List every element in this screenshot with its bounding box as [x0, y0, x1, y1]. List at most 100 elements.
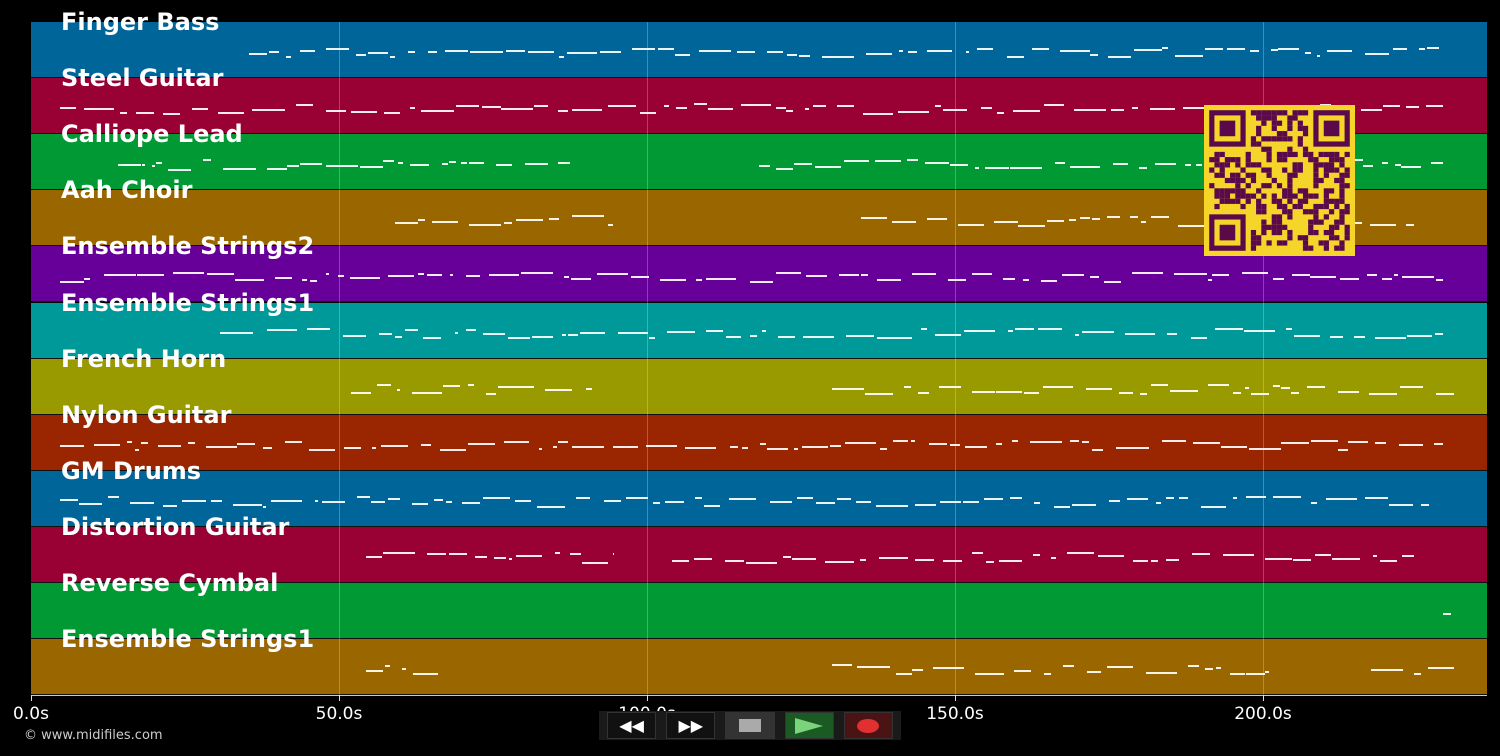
midi-note [1208, 384, 1229, 387]
qr-module [1266, 167, 1272, 173]
play-button[interactable] [784, 712, 834, 739]
qr-module [1339, 172, 1345, 178]
midi-note [777, 335, 795, 338]
midi-note [83, 108, 115, 111]
qr-module [1334, 203, 1340, 210]
qr-module [1266, 110, 1272, 116]
qr-module [1313, 219, 1319, 225]
midi-note [501, 108, 534, 111]
midi-note [1151, 216, 1170, 219]
axis-tick-label: 150.0s [926, 704, 984, 724]
track-lane[interactable] [31, 583, 1487, 640]
fast-forward-button[interactable]: ▶▶ [666, 712, 716, 739]
track-lane[interactable] [31, 22, 1487, 79]
midi-note [1106, 665, 1134, 668]
midi-note [1166, 333, 1178, 336]
qr-module [1250, 229, 1257, 236]
midi-note [1174, 273, 1207, 276]
midi-note [1232, 392, 1242, 395]
midi-note [663, 104, 670, 107]
midi-note [1024, 391, 1039, 394]
midi-note [921, 327, 927, 330]
midi-note [350, 276, 381, 279]
midi-note [769, 500, 792, 503]
midi-note [119, 112, 127, 115]
qr-module [1219, 188, 1225, 194]
qr-module [1240, 188, 1246, 194]
qr-module [1323, 240, 1329, 246]
midi-note [924, 162, 950, 165]
midi-note [1338, 391, 1359, 394]
track-lane[interactable] [31, 414, 1487, 471]
midi-note [1192, 441, 1220, 444]
qr-module [1261, 146, 1267, 152]
midi-note [274, 276, 293, 279]
track-lane[interactable] [31, 639, 1487, 696]
midi-note [863, 112, 893, 115]
midi-note [729, 446, 739, 449]
midi-note [422, 336, 442, 339]
midi-note [875, 505, 909, 508]
midi-note [1326, 497, 1357, 500]
qr-module [1297, 198, 1303, 204]
midi-note [390, 56, 395, 59]
midi-note [1353, 335, 1365, 338]
midi-note [397, 389, 401, 392]
midi-note [837, 498, 852, 501]
midi-note [1360, 108, 1382, 111]
midi-note [402, 667, 407, 670]
track-lane[interactable] [31, 470, 1487, 527]
midi-note [299, 49, 316, 52]
track-lane[interactable] [31, 358, 1487, 415]
midi-note [906, 159, 919, 162]
midi-note [844, 160, 870, 163]
midi-note [206, 272, 234, 275]
stop-button[interactable] [725, 712, 775, 739]
midi-note [893, 439, 908, 442]
midi-note [1363, 164, 1374, 167]
track-name: Finger Bass [61, 8, 220, 36]
qr-module [1256, 125, 1262, 132]
qr-module [1334, 157, 1340, 163]
midi-note [762, 330, 766, 333]
midi-note [1177, 224, 1206, 227]
midi-note [741, 446, 749, 449]
qr-module [1297, 120, 1303, 126]
rewind-button[interactable]: ◀◀ [607, 712, 657, 739]
midi-note [980, 106, 993, 109]
qr-module [1318, 203, 1324, 210]
midi-note [156, 162, 163, 165]
qr-module [1328, 224, 1335, 230]
qr-module [1276, 157, 1283, 163]
midi-note [1090, 54, 1099, 57]
qr-module [1261, 120, 1267, 126]
qr-module [1302, 235, 1309, 241]
qr-module [1240, 167, 1246, 173]
qr-module [1214, 203, 1220, 210]
qr-module [1302, 193, 1309, 199]
midi-note [1248, 448, 1281, 451]
midi-note [794, 448, 798, 450]
midi-note [217, 112, 245, 115]
qr-module [1214, 157, 1220, 163]
midi-note [1010, 497, 1022, 500]
qr-module [1339, 183, 1345, 189]
qr-module [1282, 203, 1288, 210]
midi-note [134, 448, 140, 451]
midi-note [1038, 327, 1063, 330]
record-button[interactable] [843, 712, 894, 739]
qr-module [1214, 193, 1220, 199]
midi-note [60, 498, 78, 501]
qr-module [1240, 193, 1246, 199]
midi-note [1414, 673, 1421, 676]
track-name: Reverse Cymbal [61, 569, 279, 597]
midi-note [296, 103, 313, 106]
midi-note [192, 108, 208, 111]
midi-note [891, 220, 916, 223]
gridline [339, 22, 340, 695]
qr-module [1344, 209, 1350, 215]
midi-note [1032, 48, 1050, 51]
midi-note [932, 667, 965, 670]
midi-note [1215, 327, 1244, 330]
midi-note [533, 104, 549, 107]
